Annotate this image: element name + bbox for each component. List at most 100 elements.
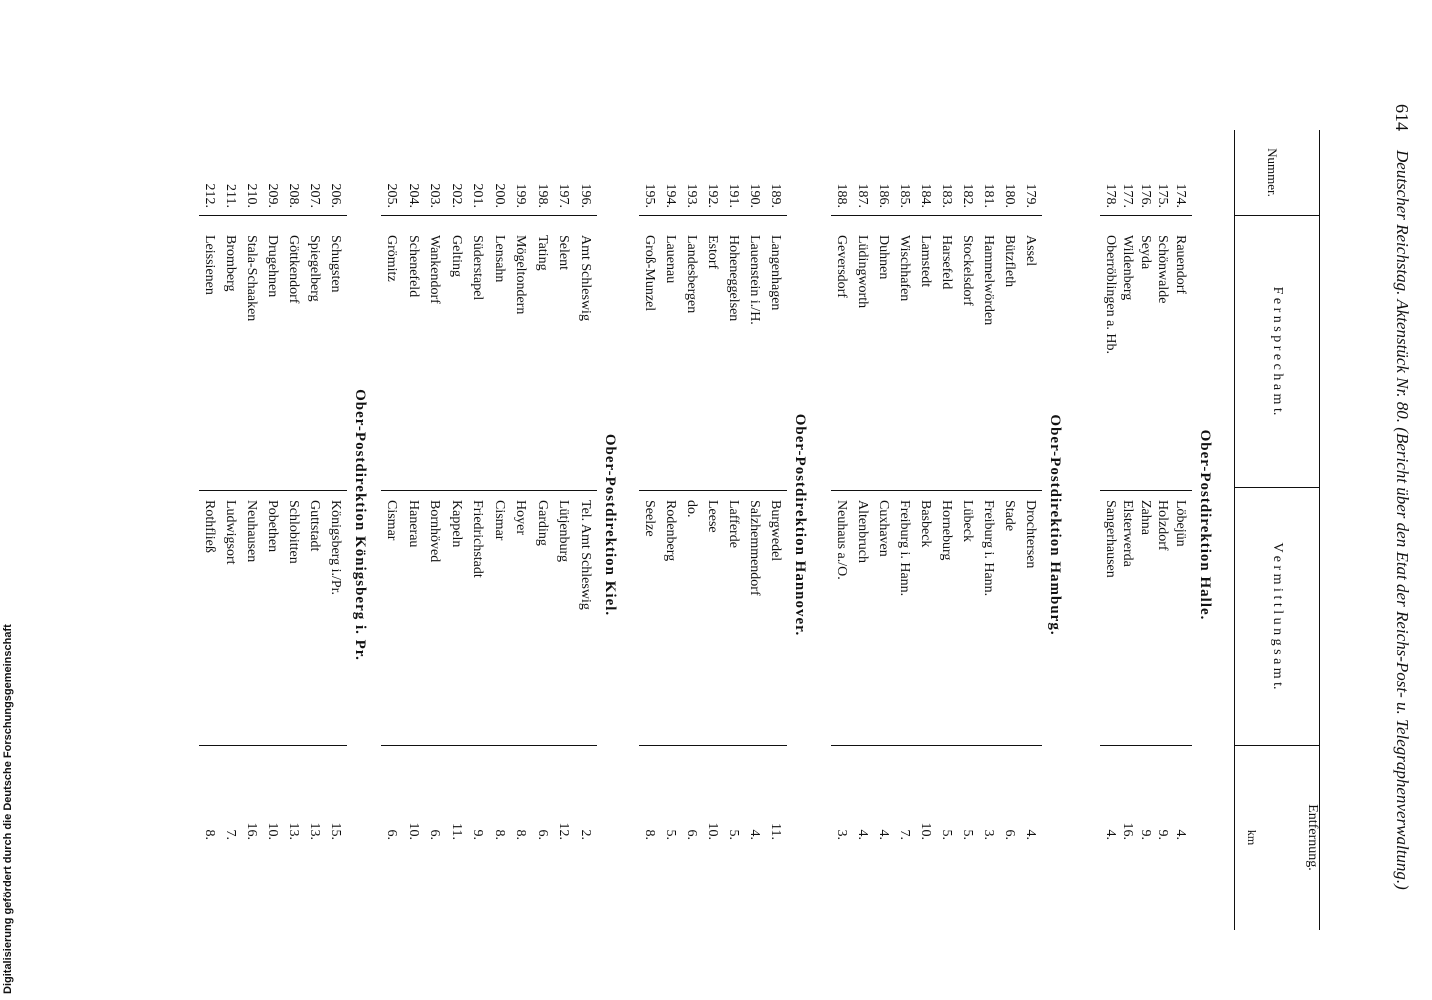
column-header: V e r m i t t l u n g s a m t. xyxy=(1270,542,1285,690)
exchange-name: Gelting xyxy=(449,235,464,277)
row-number: 206. xyxy=(328,183,343,209)
column-rule xyxy=(639,215,787,216)
switching-office: Lütjenburg xyxy=(556,500,572,562)
row-number: 187. xyxy=(855,183,870,209)
exchange-name: Seyda xyxy=(1138,235,1153,270)
switching-office: Guttstadt xyxy=(307,500,322,552)
exchange-name: Lauenstein i./H. xyxy=(747,235,762,325)
distance: 6. xyxy=(427,829,443,841)
row-number: 194. xyxy=(663,183,678,209)
distance: 6. xyxy=(384,829,400,841)
exchange-name: Schenefeld xyxy=(406,235,421,298)
distance: 15. xyxy=(328,822,343,841)
switching-office: Rothfließ xyxy=(202,500,217,553)
row-number: 212. xyxy=(202,183,217,209)
distance: 5. xyxy=(960,829,975,841)
section-title: Ober-Postdirektion Hannover. xyxy=(792,413,808,637)
section-title: Ober-Postdirektion Königsberg i. Pr. xyxy=(352,389,368,661)
exchange-name: Wankendorf xyxy=(427,235,443,304)
distance: 8. xyxy=(492,829,507,841)
digitization-note: Digitalisierung gefördert durch die Deut… xyxy=(2,624,14,994)
exchange-name: Bützfleth xyxy=(1002,235,1017,288)
switching-office: Zahna xyxy=(1138,500,1153,535)
switching-office: Burgwedel xyxy=(768,500,783,562)
row-number: 198. xyxy=(535,183,550,209)
distance: 7. xyxy=(223,829,238,841)
distance: 7. xyxy=(897,829,912,841)
column-rule xyxy=(831,490,1042,491)
exchange-name: Lensahn xyxy=(492,235,507,283)
switching-office: Löbejün xyxy=(1173,500,1188,547)
exchange-name: Schugsten xyxy=(328,235,343,293)
exchange-name: Bromberg xyxy=(223,235,238,292)
switching-office: Hoyer xyxy=(513,500,529,535)
distance: 9. xyxy=(470,829,486,841)
exchange-name: Landesbergen xyxy=(684,235,699,314)
switching-office: Altenbruch xyxy=(855,500,870,563)
row-number: 177. xyxy=(1120,183,1136,209)
column-rule xyxy=(639,490,787,491)
column-header: F e r n s p r e c h a m t. xyxy=(1270,286,1285,416)
row-number: 203. xyxy=(427,183,443,209)
distance: 4. xyxy=(1023,829,1038,841)
row-number: 180. xyxy=(1002,183,1017,209)
column-header: Entfernung. xyxy=(1305,804,1320,871)
switching-office: Horneburg xyxy=(939,500,954,561)
row-number: 204. xyxy=(406,183,421,209)
exchange-name: Süderstapel xyxy=(470,235,486,301)
exchange-name: Selent xyxy=(556,235,572,270)
exchange-name: Leissienen xyxy=(202,235,217,295)
section-title: Ober-Postdirektion Kiel. xyxy=(602,433,618,617)
column-rule xyxy=(381,215,597,216)
switching-office: Drochtersen xyxy=(1023,500,1038,569)
distance: 4. xyxy=(876,829,891,841)
switching-office: Garding xyxy=(535,500,550,546)
row-number: 190. xyxy=(747,183,762,209)
exchange-name: Tating xyxy=(535,235,550,271)
switching-office: Tel. Amt Schleswig xyxy=(578,500,593,610)
row-number: 174. xyxy=(1173,183,1188,209)
row-number: 208. xyxy=(286,183,301,209)
distance: 9. xyxy=(1155,829,1171,841)
distance: 11. xyxy=(768,823,783,840)
switching-office: Elsterwerda xyxy=(1120,500,1136,567)
row-number: 189. xyxy=(768,183,783,209)
row-number: 181. xyxy=(981,183,996,209)
row-number: 210. xyxy=(244,183,259,209)
distance: 10. xyxy=(406,822,421,841)
distance: 5. xyxy=(939,829,954,841)
row-number: 183. xyxy=(939,183,954,209)
column-rule xyxy=(1100,490,1192,491)
exchange-name: Stockelsdorf xyxy=(960,235,975,306)
exchange-name: Langenhagen xyxy=(768,235,783,311)
switching-office: Königsberg i./Pr. xyxy=(328,500,343,596)
exchange-name: Harsefeld xyxy=(939,235,954,290)
switching-office: Leese xyxy=(705,500,720,533)
switching-office: Basbeck xyxy=(918,500,933,548)
exchange-name: Lüdingworth xyxy=(855,235,870,309)
row-number: 185. xyxy=(897,183,912,209)
switching-office: Hanerau xyxy=(406,500,421,548)
column-rule xyxy=(1100,215,1192,216)
exchange-name: Hoheneggelsen xyxy=(726,235,741,322)
distance: 2. xyxy=(578,829,593,841)
switching-office: Cismar xyxy=(384,500,400,541)
page-title: Deutscher Reichstag. Aktenstück Nr. 80. … xyxy=(1393,150,1412,890)
switching-office: Freiburg i. Hann. xyxy=(981,500,996,597)
exchange-name: Drugehnen xyxy=(265,235,280,298)
distance: 6. xyxy=(1002,829,1017,841)
switching-office: Holzdorf xyxy=(1155,500,1171,551)
switching-office: Lafferde xyxy=(726,500,741,548)
switching-office: Sangerhausen xyxy=(1103,500,1118,578)
row-number: 209. xyxy=(265,183,280,209)
exchange-name: Rauendorf xyxy=(1173,235,1188,295)
exchange-name: Lamstedt xyxy=(918,235,933,288)
row-number: 186. xyxy=(876,183,891,209)
column-rule xyxy=(199,490,347,491)
distance: 10. xyxy=(918,822,933,841)
distance: 5. xyxy=(726,829,741,841)
column-rule xyxy=(639,745,787,746)
row-number: 191. xyxy=(726,183,741,209)
exchange-name: Estorf xyxy=(705,235,720,270)
